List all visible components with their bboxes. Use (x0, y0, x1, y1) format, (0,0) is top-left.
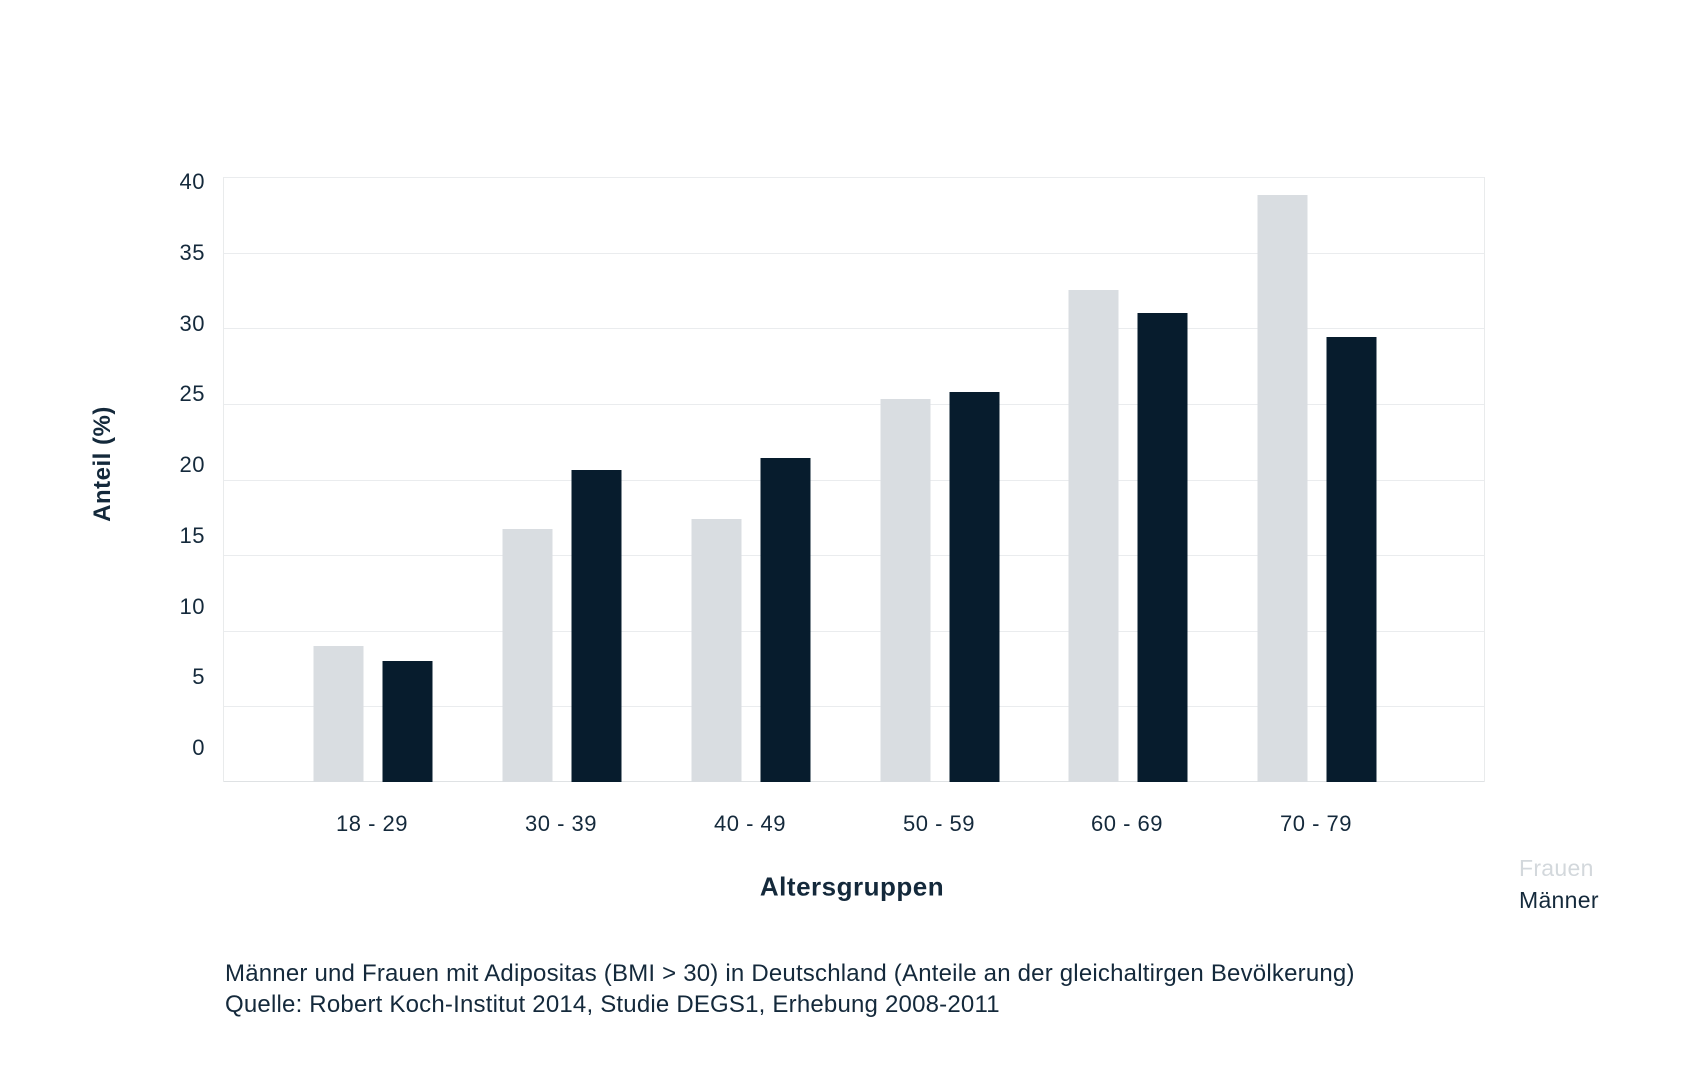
caption-line-2: Quelle: Robert Koch-Institut 2014, Studi… (225, 991, 1000, 1018)
bar-group-18-29 (313, 646, 433, 782)
y-tick-label-10: 10 (179, 593, 205, 619)
caption-line-1: Männer und Frauen mit Adipositas (BMI > … (225, 960, 1355, 987)
y-tick-label-40: 40 (179, 169, 205, 194)
bar-group-50-59 (880, 392, 1000, 782)
bar-frauen-60-69 (1068, 290, 1119, 782)
x-tick-label-40-49: 40 - 49 (714, 811, 786, 836)
bar-frauen-18-29 (313, 646, 364, 782)
gridline-30 (224, 328, 1484, 329)
gridline-20 (224, 480, 1484, 481)
bar-maenner-70-79 (1326, 337, 1377, 782)
plot-area (223, 177, 1485, 782)
bar-frauen-50-59 (880, 399, 931, 782)
y-tick-label-5: 5 (192, 664, 205, 690)
x-tick-label-70-79: 70 - 79 (1280, 811, 1352, 836)
y-tick-label-35: 35 (179, 239, 205, 265)
legend: Frauen Männer (1519, 857, 1599, 921)
bar-group-40-49 (691, 458, 811, 782)
y-axis-tick-labels: 40 35 30 25 20 15 10 5 0 (0, 0, 205, 1080)
y-tick-label-15: 15 (179, 522, 205, 548)
gridline-25 (224, 404, 1484, 405)
bar-maenner-50-59 (949, 392, 1000, 782)
gridline-5 (224, 706, 1484, 707)
x-tick-label-60-69: 60 - 69 (1091, 811, 1163, 836)
x-tick-label-50-59: 50 - 59 (903, 811, 975, 836)
bar-frauen-40-49 (691, 519, 742, 782)
bar-maenner-40-49 (760, 458, 811, 782)
gridline-10 (224, 631, 1484, 632)
y-tick-label-30: 30 (179, 310, 205, 336)
y-tick-label-20: 20 (179, 452, 205, 477)
gridline-40 (224, 177, 1484, 178)
bar-maenner-30-39 (571, 470, 622, 782)
x-axis-title: Altersgruppen (759, 871, 945, 902)
gridline-0 (224, 781, 1484, 782)
bar-maenner-60-69 (1137, 313, 1188, 782)
bar-group-30-39 (502, 470, 622, 782)
y-tick-label-0: 0 (192, 735, 205, 760)
bar-maenner-18-29 (382, 661, 433, 782)
bar-frauen-30-39 (502, 529, 553, 782)
y-tick-label-25: 25 (179, 381, 205, 407)
bar-group-70-79 (1257, 195, 1377, 782)
bar-group-60-69 (1068, 290, 1188, 782)
gridline-35 (224, 253, 1484, 254)
bar-frauen-70-79 (1257, 195, 1308, 782)
legend-item-frauen: Frauen (1519, 855, 1594, 881)
legend-item-maenner: Männer (1519, 887, 1599, 913)
gridline-15 (224, 555, 1484, 556)
x-tick-label-30-39: 30 - 39 (525, 811, 597, 836)
caption: Männer und Frauen mit Adipositas (BMI > … (225, 958, 1355, 1020)
x-tick-label-18-29: 18 - 29 (336, 811, 408, 836)
